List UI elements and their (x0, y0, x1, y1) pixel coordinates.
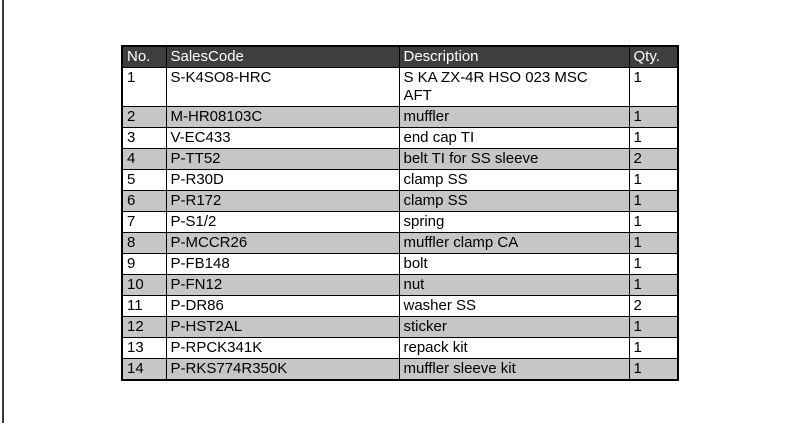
cell-sales-code: P-TT52 (165, 148, 400, 170)
cell-qty: 1 (628, 127, 679, 149)
cell-sales-code: P-FB148 (165, 253, 400, 275)
table-row: 2 M-HR08103C muffler 1 (121, 106, 679, 128)
cell-sales-code: P-S1/2 (165, 211, 400, 233)
cell-no: 8 (121, 232, 167, 254)
cell-description: bolt (398, 253, 630, 275)
table-row: 7 P-S1/2 spring 1 (121, 211, 679, 233)
cell-no: 2 (121, 106, 167, 128)
parts-table: No. SalesCode Description Qty. 1 S-K4SO8… (121, 45, 679, 381)
cell-sales-code: P-DR86 (165, 295, 400, 317)
table-row: 8 P-MCCR26 muffler clamp CA 1 (121, 232, 679, 254)
table-row: 3 V-EC433 end cap TI 1 (121, 127, 679, 149)
column-header-sales-code: SalesCode (165, 45, 400, 68)
cell-no: 9 (121, 253, 167, 275)
cell-sales-code: S-K4SO8-HRC (165, 67, 400, 107)
cell-sales-code: P-RPCK341K (165, 337, 400, 359)
cell-description: muffler clamp CA (398, 232, 630, 254)
cell-no: 1 (121, 67, 167, 107)
cell-no: 6 (121, 190, 167, 212)
table-row: 1 S-K4SO8-HRC S KA ZX-4R HSO 023 MSC AFT… (121, 67, 679, 107)
cell-qty: 1 (628, 67, 679, 107)
cell-no: 7 (121, 211, 167, 233)
table-row: 5 P-R30D clamp SS 1 (121, 169, 679, 191)
cell-description: nut (398, 274, 630, 296)
cell-description: sticker (398, 316, 630, 338)
cell-qty: 1 (628, 232, 679, 254)
cell-sales-code: P-RKS774R350K (165, 358, 400, 381)
cell-description: clamp SS (398, 190, 630, 212)
cell-sales-code: P-R172 (165, 190, 400, 212)
table-row: 6 P-R172 clamp SS 1 (121, 190, 679, 212)
cell-sales-code: P-R30D (165, 169, 400, 191)
cell-description: repack kit (398, 337, 630, 359)
cell-qty: 2 (628, 295, 679, 317)
cell-description: muffler (398, 106, 630, 128)
cell-description: belt TI for SS sleeve (398, 148, 630, 170)
cell-no: 13 (121, 337, 167, 359)
column-header-qty: Qty. (628, 45, 679, 68)
cell-qty: 1 (628, 337, 679, 359)
cell-sales-code: M-HR08103C (165, 106, 400, 128)
cell-qty: 2 (628, 148, 679, 170)
cell-sales-code: V-EC433 (165, 127, 400, 149)
cell-description: end cap TI (398, 127, 630, 149)
cell-no: 14 (121, 358, 167, 381)
column-header-description: Description (398, 45, 630, 68)
cell-description: spring (398, 211, 630, 233)
cell-qty: 1 (628, 358, 679, 381)
cell-no: 4 (121, 148, 167, 170)
table-row: 12 P-HST2AL sticker 1 (121, 316, 679, 338)
cell-description: S KA ZX-4R HSO 023 MSC AFT (398, 67, 630, 107)
cell-description: clamp SS (398, 169, 630, 191)
table-row: 14 P-RKS774R350K muffler sleeve kit 1 (121, 358, 679, 381)
table-row: 9 P-FB148 bolt 1 (121, 253, 679, 275)
cell-sales-code: P-HST2AL (165, 316, 400, 338)
cell-qty: 1 (628, 316, 679, 338)
header-row: No. SalesCode Description Qty. (121, 45, 679, 68)
cell-no: 3 (121, 127, 167, 149)
cell-no: 5 (121, 169, 167, 191)
cell-qty: 1 (628, 106, 679, 128)
cell-qty: 1 (628, 169, 679, 191)
cell-no: 12 (121, 316, 167, 338)
cell-sales-code: P-MCCR26 (165, 232, 400, 254)
table-row: 11 P-DR86 washer SS 2 (121, 295, 679, 317)
table-row: 13 P-RPCK341K repack kit 1 (121, 337, 679, 359)
table-row: 4 P-TT52 belt TI for SS sleeve 2 (121, 148, 679, 170)
cell-qty: 1 (628, 253, 679, 275)
cell-no: 10 (121, 274, 167, 296)
cell-sales-code: P-FN12 (165, 274, 400, 296)
cell-qty: 1 (628, 274, 679, 296)
left-frame-line (2, 0, 4, 423)
cell-qty: 1 (628, 211, 679, 233)
cell-description: muffler sleeve kit (398, 358, 630, 381)
cell-no: 11 (121, 295, 167, 317)
column-header-no: No. (121, 45, 167, 68)
cell-description: washer SS (398, 295, 630, 317)
table-row: 10 P-FN12 nut 1 (121, 274, 679, 296)
cell-qty: 1 (628, 190, 679, 212)
